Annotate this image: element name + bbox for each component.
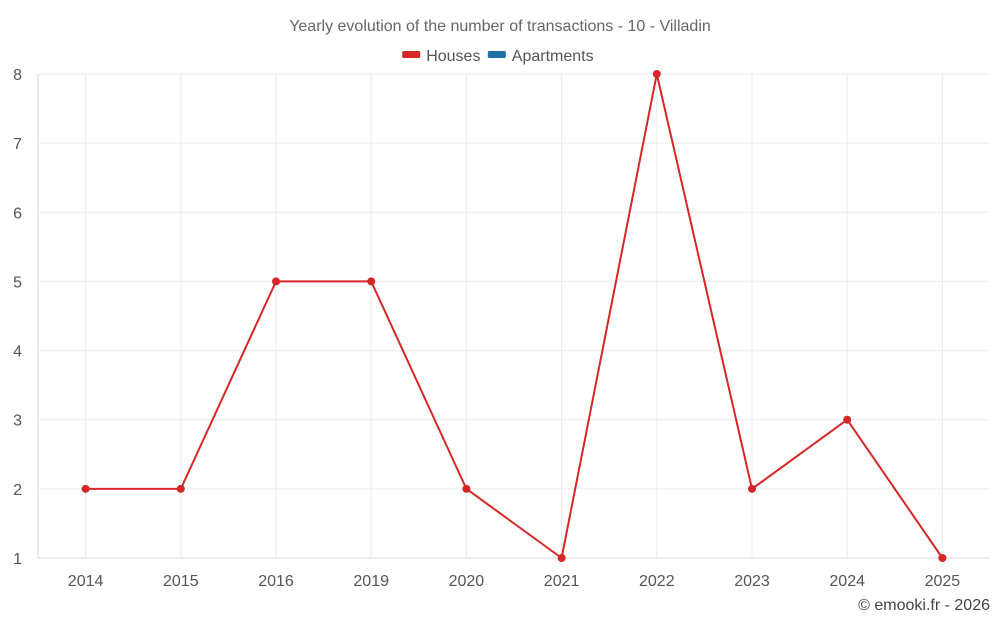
data-point-houses[interactable]: [176, 484, 185, 493]
y-tick-label: 5: [13, 274, 22, 291]
data-point-houses[interactable]: [272, 277, 280, 286]
x-tick-label: 2016: [258, 573, 294, 590]
x-tick-label: 2025: [925, 573, 961, 590]
series-layer: [81, 70, 947, 562]
data-point-houses[interactable]: [462, 484, 471, 493]
legend-swatch: [487, 51, 506, 58]
x-tick-label: 2015: [163, 573, 199, 590]
x-tick-label: 2014: [68, 573, 104, 590]
x-tick-label: 2024: [829, 573, 865, 590]
data-point-houses[interactable]: [652, 70, 661, 78]
legend-swatch: [402, 51, 421, 58]
x-tick-label: 2021: [544, 573, 580, 590]
legend-label: Houses: [426, 48, 480, 65]
legend[interactable]: Houses Apartments: [402, 48, 594, 65]
data-point-houses[interactable]: [557, 554, 566, 562]
legend-item-houses[interactable]: Houses: [402, 48, 480, 65]
y-tick-label: 4: [13, 344, 22, 361]
axes: 1 2 3 4 5 6 7 8 2014 2015 2016 2019 2020 2021 2022 2023…: [13, 67, 990, 590]
x-tick-label: 2020: [449, 573, 485, 590]
y-tick-label: 8: [13, 67, 22, 84]
x-tick-label: 2019: [353, 573, 389, 590]
y-tick-label: 2: [13, 482, 22, 499]
x-tick-label: 2023: [734, 573, 770, 590]
data-point-houses[interactable]: [367, 277, 376, 286]
data-point-houses[interactable]: [81, 484, 90, 493]
data-point-houses[interactable]: [938, 554, 947, 562]
data-point-houses[interactable]: [748, 484, 756, 493]
chart-title: Yearly evolution of the number of transa…: [289, 18, 711, 35]
legend-item-apartments[interactable]: Apartments: [487, 48, 594, 65]
y-tick-label: 7: [13, 136, 22, 153]
y-tick-label: 3: [13, 413, 22, 430]
y-tick-label: 1: [13, 551, 22, 568]
legend-label: Apartments: [512, 48, 594, 65]
data-point-houses[interactable]: [843, 415, 852, 424]
x-tick-label: 2022: [639, 573, 675, 590]
credit-label: © emooki.fr - 2026: [858, 597, 990, 614]
series-line-houses: [85, 73, 944, 559]
y-tick-label: 6: [13, 205, 22, 222]
grid: [38, 73, 990, 558]
